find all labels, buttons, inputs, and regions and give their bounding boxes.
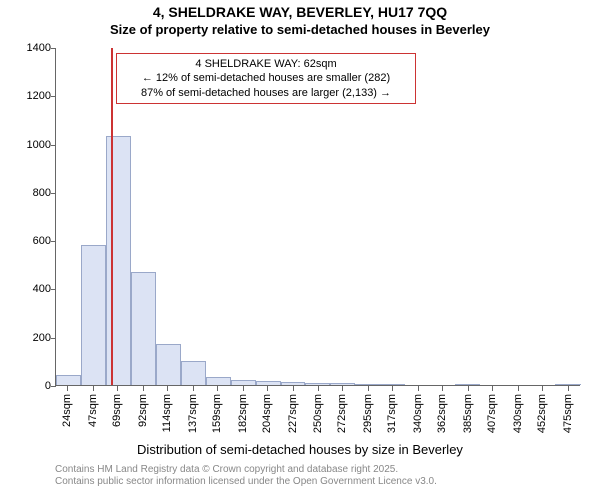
histogram-bar	[206, 377, 231, 385]
histogram-bar	[81, 245, 106, 385]
x-tick-label: 182sqm	[237, 394, 249, 433]
histogram-bar	[281, 382, 306, 385]
x-tick-mark	[318, 386, 319, 391]
y-tick-label: 1000	[27, 139, 51, 151]
histogram-bar	[231, 380, 256, 385]
annotation-box: 4 SHELDRAKE WAY: 62sqm ← 12% of semi-det…	[116, 53, 416, 104]
x-tick-mark	[143, 386, 144, 391]
y-tick-mark	[51, 48, 56, 49]
x-tick-mark	[492, 386, 493, 391]
x-tick-label: 317sqm	[386, 394, 398, 433]
attribution-line1: Contains HM Land Registry data © Crown c…	[55, 464, 437, 476]
histogram-bar	[355, 384, 380, 385]
x-tick-mark	[267, 386, 268, 391]
attribution: Contains HM Land Registry data © Crown c…	[55, 464, 437, 488]
x-tick-mark	[542, 386, 543, 391]
x-tick-mark	[442, 386, 443, 391]
y-tick-mark	[51, 241, 56, 242]
x-tick-label: 69sqm	[111, 394, 123, 427]
property-marker-line	[111, 48, 113, 385]
x-tick-label: 227sqm	[287, 394, 299, 433]
y-tick-label: 400	[33, 283, 51, 295]
histogram-bar	[555, 384, 581, 385]
y-tick-label: 600	[33, 235, 51, 247]
x-tick-mark	[243, 386, 244, 391]
x-tick-label: 114sqm	[161, 394, 173, 432]
y-tick-mark	[51, 193, 56, 194]
annotation-line1: 4 SHELDRAKE WAY: 62sqm	[123, 57, 409, 71]
histogram-bar	[56, 375, 81, 385]
y-tick-label: 800	[33, 187, 51, 199]
histogram-bar	[305, 383, 330, 385]
x-tick-mark	[392, 386, 393, 391]
x-tick-mark	[93, 386, 94, 391]
x-tick-area: 24sqm 47sqm 69sqm 92sqm 114sqm 137sqm 159sqm 18…	[55, 386, 580, 441]
histogram-bar	[156, 344, 181, 385]
x-tick-label: 340sqm	[412, 394, 424, 433]
x-tick-label: 204sqm	[261, 394, 273, 433]
x-tick-mark	[167, 386, 168, 391]
x-tick-mark	[468, 386, 469, 391]
x-tick-label: 159sqm	[211, 394, 223, 433]
x-tick-label: 272sqm	[336, 394, 348, 433]
x-tick-mark	[117, 386, 118, 391]
x-tick-label: 295sqm	[362, 394, 374, 433]
x-tick-label: 430sqm	[512, 394, 524, 433]
histogram-bar	[380, 384, 405, 385]
plot-area: 4 SHELDRAKE WAY: 62sqm ← 12% of semi-det…	[55, 48, 580, 386]
x-tick-label: 137sqm	[187, 394, 199, 433]
annotation-line2: ← 12% of semi-detached houses are smalle…	[123, 71, 409, 85]
x-tick-label: 362sqm	[436, 394, 448, 433]
histogram-bar	[256, 381, 281, 385]
x-tick-mark	[518, 386, 519, 391]
x-tick-label: 250sqm	[312, 394, 324, 433]
x-tick-mark	[217, 386, 218, 391]
x-axis-label: Distribution of semi-detached houses by …	[0, 442, 600, 457]
x-tick-label: 24sqm	[61, 394, 73, 427]
x-tick-label: 385sqm	[462, 394, 474, 433]
histogram-bar	[181, 361, 206, 385]
histogram-bar	[330, 383, 355, 385]
y-tick-mark	[51, 338, 56, 339]
y-tick-label: 1200	[27, 90, 51, 102]
x-tick-mark	[67, 386, 68, 391]
x-tick-label: 475sqm	[562, 394, 574, 433]
x-tick-mark	[193, 386, 194, 391]
y-tick-label: 1400	[27, 42, 51, 54]
histogram-bar	[131, 272, 156, 385]
chart-container: 4, SHELDRAKE WAY, BEVERLEY, HU17 7QQ Siz…	[0, 0, 600, 500]
x-tick-mark	[368, 386, 369, 391]
chart-title-line1: 4, SHELDRAKE WAY, BEVERLEY, HU17 7QQ	[0, 4, 600, 20]
y-tick-label: 200	[33, 332, 51, 344]
x-tick-label: 47sqm	[87, 394, 99, 427]
y-tick-mark	[51, 96, 56, 97]
x-tick-mark	[418, 386, 419, 391]
x-tick-label: 407sqm	[486, 394, 498, 433]
annotation-line3: 87% of semi-detached houses are larger (…	[123, 86, 409, 100]
chart-title-line2: Size of property relative to semi-detach…	[0, 22, 600, 37]
y-tick-area: 0200400600800100012001400	[0, 48, 55, 386]
x-tick-mark	[568, 386, 569, 391]
y-tick-mark	[51, 145, 56, 146]
x-tick-mark	[293, 386, 294, 391]
attribution-line2: Contains public sector information licen…	[55, 476, 437, 488]
x-tick-label: 92sqm	[137, 394, 149, 427]
histogram-bar	[455, 384, 480, 385]
x-tick-label: 452sqm	[536, 394, 548, 433]
x-tick-mark	[342, 386, 343, 391]
y-tick-mark	[51, 289, 56, 290]
